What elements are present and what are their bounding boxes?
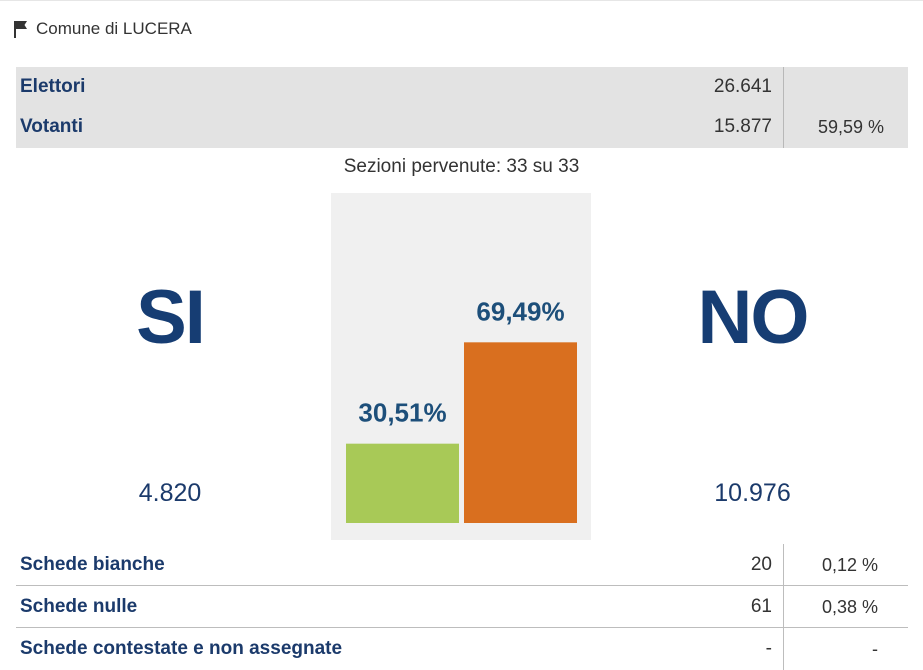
elettori-value: 26.641: [713, 76, 772, 97]
row-label: Schede nulle: [20, 596, 138, 617]
column-divider: [783, 544, 784, 670]
sections-received: Sezioni pervenute: 33 su 33: [343, 156, 580, 177]
flag-icon: [14, 21, 27, 38]
row-value: 61: [750, 596, 772, 617]
row-label: Schede contestate e non assegnate: [20, 638, 343, 659]
row-percentage: 0,38 %: [821, 597, 878, 617]
municipality-header: Comune di LUCERA: [12, 16, 192, 42]
elettori-label: Elettori: [20, 76, 86, 97]
votanti-percentage: 59,59 %: [817, 117, 884, 137]
row-percentage: -: [872, 639, 878, 659]
si-votes: 4.820: [138, 479, 202, 507]
no-label: NO: [697, 275, 810, 360]
votanti-row: Votanti 15.877 59,59 %: [16, 107, 908, 147]
row-label: Schede bianche: [20, 554, 165, 575]
votanti-value: 15.877: [713, 116, 772, 137]
row-value: 20: [750, 554, 772, 575]
bar-label-no: 69,49%: [476, 296, 564, 326]
table-row: Schede nulle 61 0,38 %: [16, 586, 908, 628]
municipality-title: Comune di LUCERA: [36, 19, 192, 38]
results-chart-svg: 30,51% 69,49%: [346, 296, 577, 523]
row-percentage: 0,12 %: [821, 555, 878, 575]
no-votes: 10.976: [714, 479, 791, 507]
votanti-label: Votanti: [20, 116, 83, 137]
table-row: Schede bianche 20 0,12 %: [16, 544, 908, 586]
table-row: Schede contestate e non assegnate - -: [16, 628, 908, 669]
ballots-table: Schede bianche 20 0,12 % Schede nulle 61…: [16, 544, 908, 670]
elettori-row: Elettori 26.641: [16, 67, 908, 107]
results-chart: 30,51% 69,49%: [331, 193, 591, 540]
bar-si: [346, 443, 459, 523]
bar-no: [464, 342, 577, 523]
si-label: SI: [136, 275, 206, 360]
row-value: -: [765, 638, 772, 659]
bar-label-si: 30,51%: [358, 398, 446, 428]
top-divider: [0, 0, 923, 1]
voters-summary: Elettori 26.641 Votanti 15.877 59,59 %: [16, 67, 908, 148]
column-divider: [783, 67, 784, 148]
